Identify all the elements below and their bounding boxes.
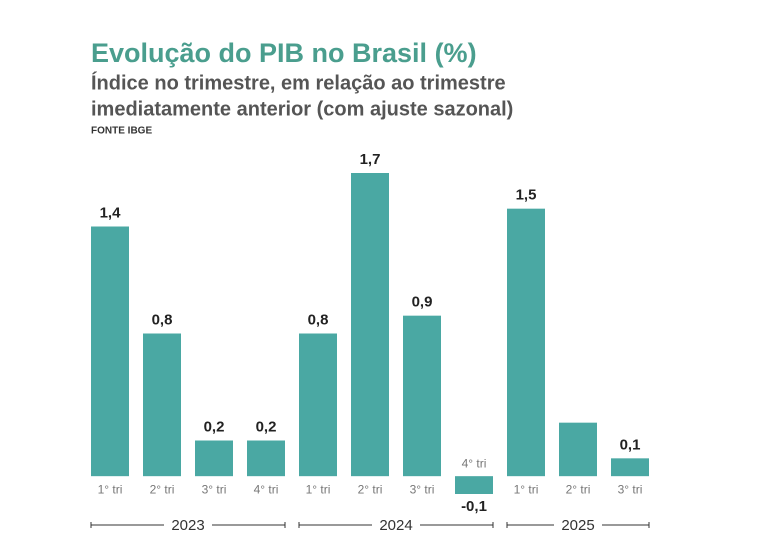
group-label: 2024 [379, 517, 412, 534]
chart-subtitle: imediatamente anterior (com ajuste sazon… [91, 98, 513, 120]
group-label: 2023 [171, 517, 204, 534]
data-label: 0,1 [620, 436, 641, 453]
x-tick-label: 4° tri [254, 482, 279, 496]
data-label: 0,8 [152, 311, 173, 328]
bar [559, 422, 597, 477]
bar [247, 440, 285, 477]
x-tick-label: 1° tri [514, 482, 539, 496]
x-tick-label: 4° tri [462, 456, 487, 470]
x-tick-label: 2° tri [566, 482, 591, 496]
x-tick-label: 3° tri [618, 482, 643, 496]
data-label: 0,9 [412, 294, 433, 311]
chart-title: Evolução do PIB no Brasil (%) [91, 38, 477, 68]
x-tick-label: 3° tri [202, 482, 227, 496]
data-label: 1,4 [100, 204, 122, 221]
data-label: 0,2 [204, 418, 225, 435]
bar [351, 173, 389, 477]
x-tick-label: 3° tri [410, 482, 435, 496]
bar [403, 315, 441, 477]
bar [91, 226, 129, 477]
group-label: 2025 [561, 517, 594, 534]
bar [611, 458, 649, 477]
x-tick-label: 1° tri [306, 482, 331, 496]
bar [507, 208, 545, 477]
x-tick-label: 1° tri [98, 482, 123, 496]
bar [299, 333, 337, 477]
data-label: 0,8 [308, 311, 329, 328]
data-label: 1,7 [360, 151, 381, 168]
data-label: 1,5 [516, 187, 537, 204]
x-tick-label: 2° tri [150, 482, 175, 496]
bar [455, 476, 493, 494]
chart-subtitle: Índice no trimestre, em relação ao trime… [91, 71, 506, 94]
data-label: 0,2 [256, 418, 277, 435]
x-tick-label: 2° tri [358, 482, 383, 496]
bar [195, 440, 233, 477]
bar [143, 333, 181, 477]
data-label: -0,1 [461, 498, 487, 515]
source: FONTE IBGE [91, 126, 152, 137]
